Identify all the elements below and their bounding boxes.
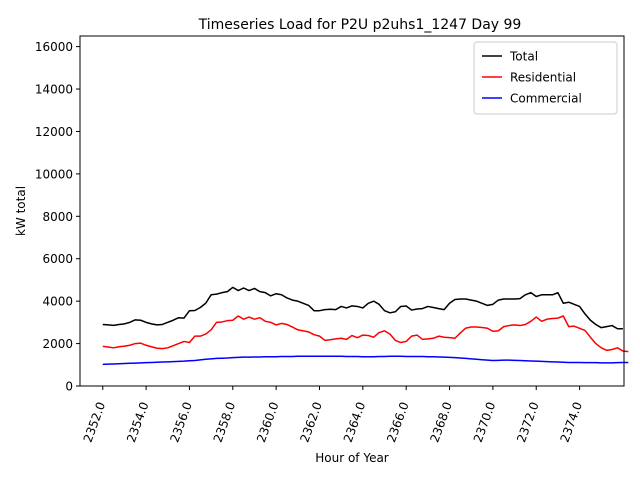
x-tick-label: 2354.0 [124, 400, 152, 444]
x-tick-label: 2356.0 [167, 400, 195, 444]
chart-title: Timeseries Load for P2U p2uhs1_1247 Day … [198, 17, 522, 33]
y-tick-label: 0 [65, 380, 73, 394]
x-tick-label: 2360.0 [254, 400, 282, 444]
series-line-residential [102, 315, 629, 353]
legend-label-commercial: Commercial [510, 92, 582, 106]
legend-frame [473, 41, 618, 115]
y-tick-label: 10000 [35, 167, 73, 181]
x-tick-label: 2368.0 [427, 400, 455, 444]
y-tick-label: 2000 [42, 337, 73, 351]
y-tick-label: 14000 [35, 83, 73, 97]
y-axis: 0 2000 4000 6000 8000 10000 12000 14000 16000 [35, 40, 80, 394]
x-tick-label: 2352.0 [81, 400, 109, 444]
x-tick-label: 2362.0 [297, 400, 325, 444]
y-tick-label: 12000 [35, 125, 73, 139]
series-line-total [102, 286, 623, 330]
legend-label-total: Total [509, 50, 538, 64]
x-axis: 2352.0 2354.0 2356.0 2358.0 2360.0 2362.0 2364… [81, 386, 585, 444]
x-tick-label: 2372.0 [514, 400, 542, 444]
plot-frame [79, 35, 625, 387]
plot-lines [102, 286, 629, 366]
series-line-commercial [102, 355, 629, 366]
x-tick-label: 2366.0 [384, 400, 412, 444]
x-tick-label: 2370.0 [471, 400, 499, 444]
x-tick-label: 2364.0 [341, 400, 369, 444]
y-axis-label: kW total [14, 186, 28, 236]
y-tick-label: 16000 [35, 40, 73, 54]
legend-label-residential: Residential [510, 71, 576, 85]
y-tick-label: 4000 [42, 295, 73, 309]
x-tick-label: 2358.0 [211, 400, 239, 444]
x-tick-label: 2374.0 [558, 400, 586, 444]
legend: Total Residential Commercial [473, 41, 618, 115]
x-axis-label: Hour of Year [315, 451, 389, 465]
y-tick-label: 6000 [42, 252, 73, 266]
y-tick-label: 8000 [42, 210, 73, 224]
